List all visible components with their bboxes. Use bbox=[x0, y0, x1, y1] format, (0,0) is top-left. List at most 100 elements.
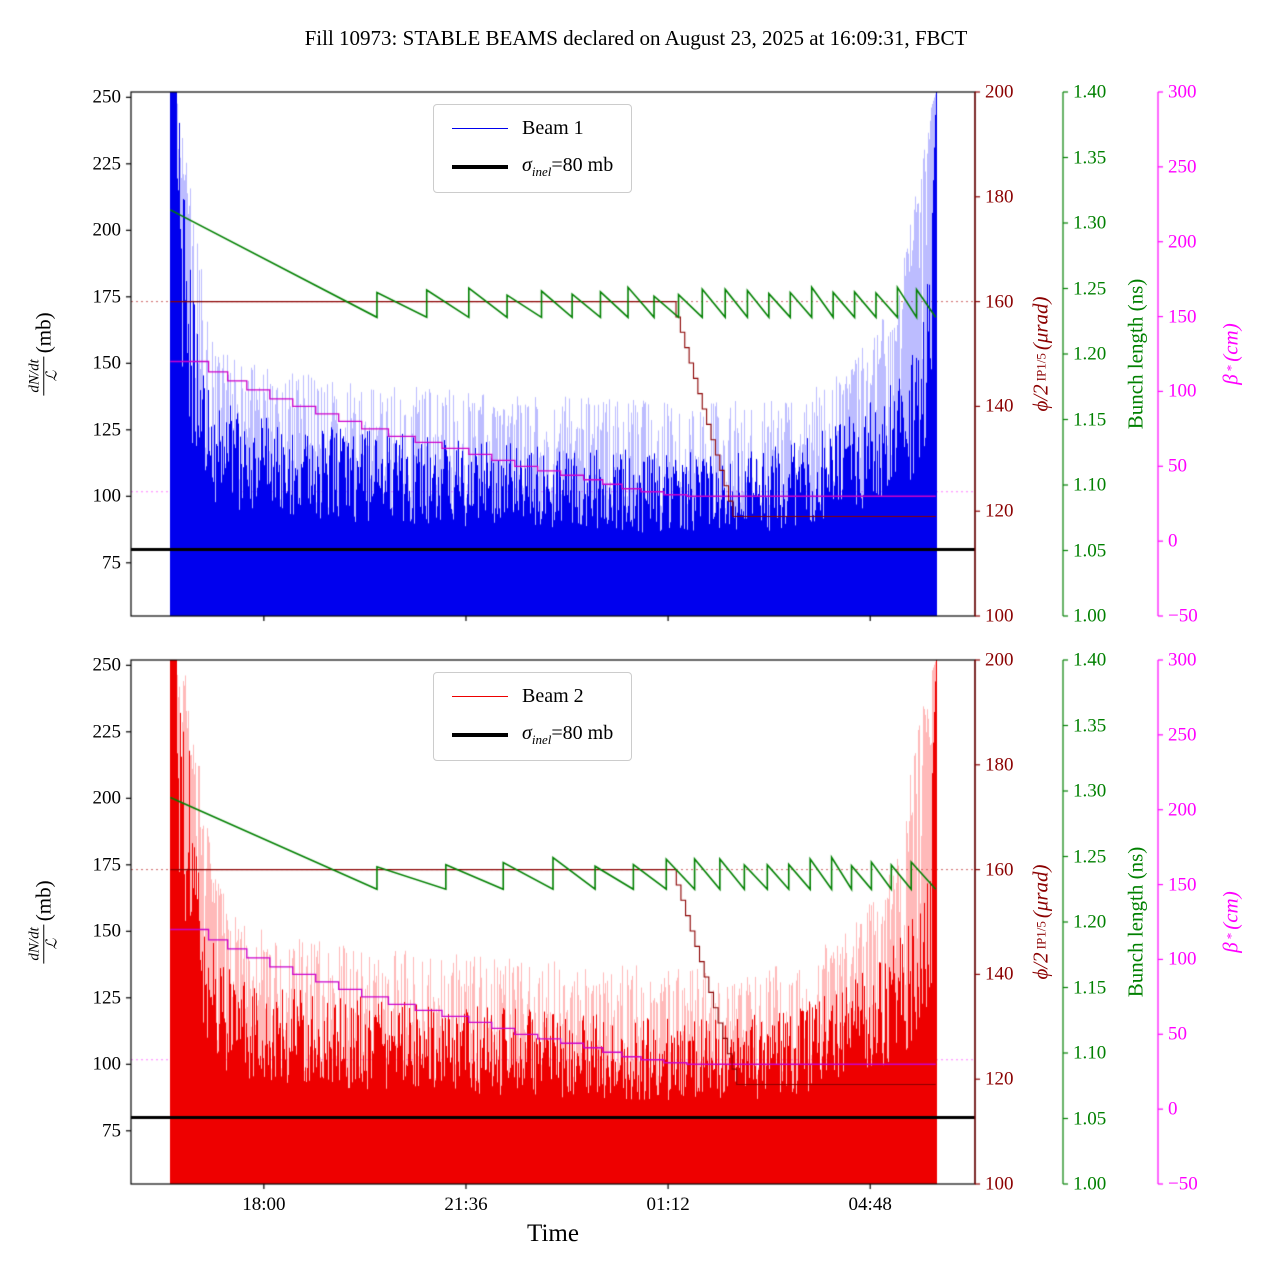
rate-fraction: dN/dt ℒ bbox=[26, 356, 62, 396]
beta-superscript: * bbox=[1223, 932, 1238, 940]
phi-symbol: ϕ/2 bbox=[1028, 384, 1053, 412]
tick-label: 125 bbox=[92, 419, 122, 441]
phi-symbol: ϕ/2 bbox=[1028, 952, 1053, 980]
sigma-line-sample bbox=[452, 165, 508, 169]
tick-label: 175 bbox=[92, 286, 122, 308]
bunch-length-label: Bunch length (ns) bbox=[1123, 846, 1148, 998]
rate-unit: (mb) bbox=[31, 312, 56, 354]
tick-label: 1.15 bbox=[1073, 409, 1107, 430]
sigma-subscript: inel bbox=[531, 732, 552, 747]
tick-label: 1.10 bbox=[1073, 1042, 1107, 1064]
tick-label: 1.05 bbox=[1073, 540, 1107, 561]
tick-label: 250 bbox=[92, 654, 122, 676]
tick-label: 1.35 bbox=[1073, 715, 1107, 736]
x-axis-label: Time bbox=[527, 1220, 579, 1247]
tick-label: 180 bbox=[985, 186, 1014, 208]
tick-label: 120 bbox=[985, 1068, 1014, 1090]
tick-label: 300 bbox=[1168, 81, 1197, 103]
tick-label: 1.40 bbox=[1073, 81, 1107, 103]
legend-beam2: Beam 2 σinel=80 mb bbox=[433, 672, 633, 761]
tick-label: 1.35 bbox=[1073, 147, 1107, 168]
beta-unit: (cm) bbox=[1218, 323, 1243, 362]
beam2-label: Beam 2 bbox=[522, 685, 584, 707]
legend-beam1: Beam 1 σinel=80 mb bbox=[433, 104, 633, 193]
tick-label: 100 bbox=[92, 485, 122, 507]
sigma-subscript: inel bbox=[531, 164, 552, 179]
sigma-value: =80 mb bbox=[551, 154, 614, 176]
tick-label: 300 bbox=[1168, 649, 1197, 671]
y-axis-label-bunch-length-bottom: Bunch length (ns) bbox=[1124, 847, 1149, 997]
tick-label: 200 bbox=[985, 81, 1014, 103]
tick-label: 75 bbox=[102, 552, 121, 574]
tick-label: 0 bbox=[1168, 530, 1178, 552]
sigma-label: σinel=80 mb bbox=[522, 154, 613, 180]
tick-label: 200 bbox=[985, 649, 1014, 671]
sigma-symbol: σ bbox=[522, 722, 532, 744]
tick-label: 100 bbox=[985, 605, 1014, 627]
sigma-label: σinel=80 mb bbox=[522, 722, 613, 748]
beta-symbol: β bbox=[1218, 374, 1243, 385]
chart-title: Fill 10973: STABLE BEAMS declared on Aug… bbox=[304, 26, 968, 50]
beam2-line-sample bbox=[452, 696, 508, 697]
legend-row-sigma: σinel=80 mb bbox=[452, 722, 613, 748]
tick-label: 150 bbox=[1168, 306, 1197, 328]
phi-unit: (μrad) bbox=[1028, 296, 1053, 351]
tick-label: 1.15 bbox=[1073, 977, 1107, 998]
tick-label: 100 bbox=[92, 1053, 122, 1075]
y-axis-label-beta-star-top: β * (cm) bbox=[1219, 323, 1244, 384]
tick-label: −50 bbox=[1168, 605, 1198, 627]
y-axis-label-beta-star-bottom: β * (cm) bbox=[1219, 891, 1244, 952]
tick-label: 50 bbox=[1168, 1023, 1187, 1045]
tick-label: −50 bbox=[1168, 1173, 1198, 1195]
tick-label: 160 bbox=[985, 291, 1014, 313]
y-axis-label-bunch-length-top: Bunch length (ns) bbox=[1124, 279, 1149, 429]
tick-label: 150 bbox=[1168, 874, 1197, 896]
tick-label: 1.25 bbox=[1073, 278, 1107, 299]
tick-label: 1.25 bbox=[1073, 846, 1107, 867]
tick-label: 200 bbox=[1168, 799, 1197, 821]
tick-label: 50 bbox=[1168, 455, 1187, 477]
bunch-length-label: Bunch length (ns) bbox=[1123, 278, 1148, 430]
tick-label: 140 bbox=[985, 395, 1014, 417]
tick-label: 1.00 bbox=[1073, 1173, 1107, 1195]
y-axis-label-crossing-angle-top: ϕ/2 IP1/5 (μrad) bbox=[1029, 296, 1054, 411]
tick-label: 200 bbox=[92, 787, 122, 809]
tick-label: 1.30 bbox=[1073, 212, 1107, 234]
rate-fraction: dN/dt ℒ bbox=[26, 924, 62, 964]
tick-label: 225 bbox=[92, 153, 122, 175]
beam1-label: Beam 1 bbox=[522, 117, 584, 139]
tick-label: 200 bbox=[1168, 231, 1197, 253]
tick-label: 1.00 bbox=[1073, 605, 1107, 627]
fraction-denominator: ℒ bbox=[44, 938, 61, 950]
sigma-value: =80 mb bbox=[551, 722, 614, 744]
tick-label: 250 bbox=[1168, 156, 1197, 178]
sigma-line-sample bbox=[452, 733, 508, 737]
tick-label: 140 bbox=[985, 963, 1014, 985]
tick-label: 1.40 bbox=[1073, 649, 1107, 671]
tick-label: 225 bbox=[92, 721, 122, 743]
tick-label: 1.10 bbox=[1073, 474, 1107, 496]
phi-subscript: IP1/5 bbox=[1033, 921, 1048, 950]
beta-symbol: β bbox=[1218, 942, 1243, 953]
beta-superscript: * bbox=[1223, 364, 1238, 372]
tick-label: 01:12 bbox=[646, 1194, 690, 1215]
tick-label: 200 bbox=[92, 219, 122, 241]
tick-label: 18:00 bbox=[242, 1194, 286, 1215]
fraction-numerator: dN/dt bbox=[26, 356, 45, 396]
tick-label: 100 bbox=[1168, 948, 1197, 970]
beta-unit: (cm) bbox=[1218, 891, 1243, 930]
tick-label: 75 bbox=[102, 1120, 121, 1142]
tick-label: 0 bbox=[1168, 1098, 1178, 1120]
tick-label: 21:36 bbox=[444, 1194, 488, 1215]
tick-label: 1.20 bbox=[1073, 911, 1107, 933]
beam1-line-sample bbox=[452, 128, 508, 129]
y-axis-label-rate-top: dN/dt ℒ (mb) bbox=[26, 312, 62, 396]
legend-row-beam2: Beam 2 bbox=[452, 685, 613, 708]
tick-label: 100 bbox=[985, 1173, 1014, 1195]
rate-unit: (mb) bbox=[31, 880, 56, 922]
tick-label: 1.30 bbox=[1073, 780, 1107, 802]
sigma-symbol: σ bbox=[522, 154, 532, 176]
legend-row-sigma: σinel=80 mb bbox=[452, 154, 613, 180]
